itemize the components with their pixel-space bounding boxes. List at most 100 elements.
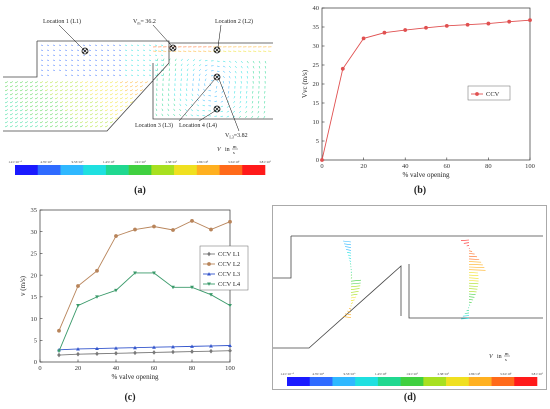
velocity-vector [155, 108, 158, 112]
velocity-vector [19, 105, 23, 108]
x-tick-label: 20 [75, 365, 82, 372]
velocity-vector [29, 125, 33, 128]
velocity-vector [264, 70, 266, 74]
profile-vector [348, 257, 352, 260]
velocity-vector [226, 110, 230, 113]
velocity-vector [29, 93, 33, 96]
data-point [152, 224, 156, 229]
velocity-vector [49, 125, 53, 128]
velocity-vector [162, 93, 164, 97]
data-point [207, 272, 211, 276]
velocity-vector [84, 93, 88, 96]
profile-vector [460, 318, 470, 320]
velocity-vector [64, 93, 68, 96]
velocity-vector [24, 85, 28, 88]
velocity-vector [114, 105, 118, 108]
velocity-vector [74, 121, 78, 124]
velocity-vector [89, 125, 93, 128]
velocity-vector [69, 113, 73, 116]
velocity-vector [34, 93, 38, 96]
data-point [382, 30, 387, 35]
velocity-vector [192, 59, 196, 62]
velocity-vector [173, 98, 176, 102]
velocity-vector [44, 89, 48, 92]
velocity-vector [227, 95, 230, 99]
data-point [209, 293, 213, 297]
colorbar-segment [105, 165, 129, 175]
data-point [152, 350, 156, 355]
velocity-vector [29, 117, 33, 120]
colorbar-tick: 1.21×10⁻⁴ [280, 372, 294, 376]
velocity-vector [220, 110, 224, 113]
velocity-vector [74, 85, 78, 88]
velocity-vector [246, 70, 249, 74]
velocity-vector [104, 105, 108, 108]
velocity-vector [84, 97, 88, 100]
velocity-vector [214, 95, 218, 98]
velocity-vector [79, 125, 83, 128]
velocity-vector [49, 117, 53, 120]
velocity-vector [84, 101, 88, 104]
velocity-vector [222, 70, 226, 73]
velocity-vector [4, 109, 8, 112]
velocity-vector [216, 85, 218, 89]
data-point [340, 66, 345, 71]
velocity-vector [129, 89, 133, 92]
svg-text:in: in [497, 354, 502, 360]
velocity-vector [234, 90, 236, 94]
velocity-vector [49, 105, 53, 108]
velocity-vector [39, 113, 43, 116]
velocity-vector [14, 109, 18, 112]
velocity-vector [185, 93, 188, 97]
svg-text:m: m [505, 351, 509, 356]
data-point [465, 22, 470, 27]
velocity-vector [14, 117, 18, 120]
velocity-vector [161, 103, 164, 107]
profile-vector [350, 277, 353, 279]
velocity-vector [64, 97, 68, 100]
legend-label: CCV L4 [218, 281, 241, 288]
velocity-vector [4, 81, 8, 84]
colorbar-tick: 3.34×10¹ [228, 160, 240, 164]
velocity-vector [222, 80, 225, 84]
y-tick-label: 25 [313, 62, 320, 69]
velocity-vector [186, 58, 189, 62]
colorbar-tick: 3.81×10¹ [259, 160, 271, 164]
velocity-vector [240, 70, 243, 74]
velocity-vector [114, 93, 118, 96]
velocity-vector [227, 90, 230, 94]
velocity-vector [228, 70, 231, 74]
colorbar-segment [60, 165, 84, 175]
velocity-vector [74, 81, 78, 84]
velocity-vector [89, 113, 93, 116]
colorbar-tick: 1.91×10¹ [406, 372, 418, 376]
velocity-vector [180, 68, 183, 72]
velocity-vector [196, 104, 200, 107]
velocity-vector [220, 100, 224, 103]
velocity-vector [4, 121, 8, 124]
velocity-vector [9, 89, 13, 92]
data-point [190, 349, 194, 354]
velocity-vector [228, 65, 232, 68]
data-point [209, 348, 213, 354]
velocity-vector [119, 109, 123, 112]
velocity-vector [240, 60, 243, 64]
valve-geometry-a [3, 40, 273, 132]
velocity-vector [99, 93, 103, 96]
data-point [114, 346, 118, 350]
velocity-vector [14, 97, 18, 100]
velocity-vector [24, 109, 28, 112]
velocity-vector [39, 105, 43, 108]
data-point [207, 262, 211, 266]
velocity-vector [59, 117, 63, 120]
velocity-vector [54, 125, 58, 128]
colorbar-a: 1.21×10⁻⁴ 4.76×10⁰ 9.53×10⁰ 1.43×10¹ 1.91×10… [8, 160, 271, 175]
velocity-vector [79, 85, 83, 88]
velocity-vector [124, 93, 128, 96]
velocity-vector [222, 65, 226, 68]
profile-vector [468, 255, 477, 258]
velocity-vector [9, 85, 13, 88]
velocity-vector [29, 97, 33, 100]
velocity-vector [119, 85, 123, 88]
profile-vector [350, 288, 360, 290]
